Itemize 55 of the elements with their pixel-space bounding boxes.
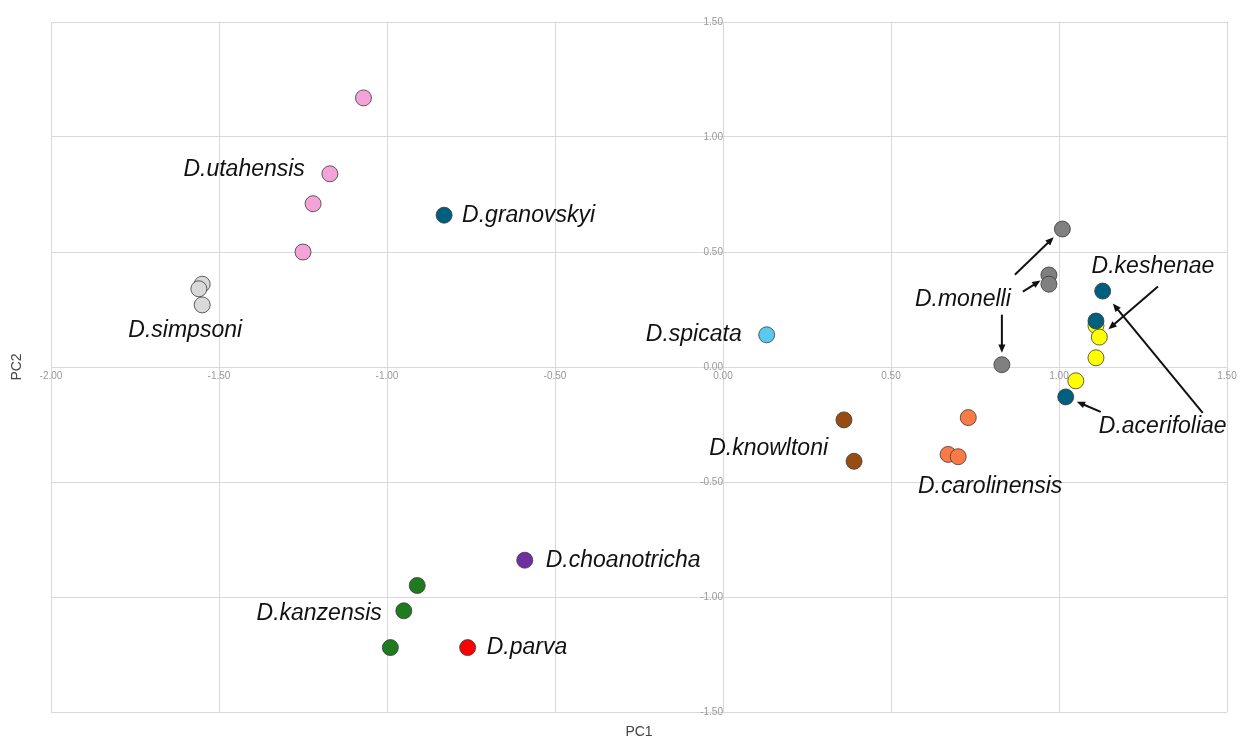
series-label: D.carolinensis	[917, 471, 1063, 498]
x-tick-label: 1.50	[1217, 369, 1238, 381]
point	[190, 280, 208, 298]
series-label: D.utahensis	[183, 155, 306, 182]
point	[949, 448, 967, 466]
x-tick-label: 1.00	[1049, 369, 1070, 381]
x-tick-label: 0.00	[713, 369, 734, 381]
point	[516, 551, 534, 569]
point	[1057, 388, 1075, 406]
point	[1053, 220, 1071, 238]
series-label: D.spicata	[645, 320, 742, 347]
point	[321, 165, 339, 183]
series-label: D.keshenae	[1091, 251, 1215, 278]
point	[193, 296, 211, 314]
point	[459, 639, 477, 656]
point	[381, 639, 399, 656]
y-tick-label: -0.50	[700, 475, 724, 487]
y-axis-title: PC2	[7, 353, 24, 381]
y-tick-label: 0.50	[703, 245, 724, 257]
series-label: D.simpsoni	[128, 316, 243, 343]
point	[1067, 372, 1085, 390]
point	[1090, 328, 1108, 346]
y-tick-label: 0.00	[703, 360, 724, 372]
point	[304, 195, 322, 213]
point	[395, 602, 413, 620]
series-label: D.knowltoni	[709, 433, 829, 460]
y-tick-label: -1.50	[700, 705, 724, 717]
point	[1094, 282, 1112, 300]
series-label: D.kanzensis	[256, 599, 383, 626]
series-label: D.granovskyi	[462, 200, 596, 227]
point	[294, 243, 312, 261]
x-tick-label: -1.00	[375, 369, 399, 381]
y-tick-label: 1.50	[703, 15, 724, 27]
point	[1087, 312, 1105, 330]
series-label: D.parva	[486, 632, 568, 659]
series-label: D.choanotricha	[545, 545, 701, 572]
point	[1040, 275, 1058, 293]
x-tick-label: -1.50	[207, 369, 231, 381]
point	[1087, 349, 1105, 367]
y-tick-label: 1.00	[703, 130, 724, 142]
point	[845, 452, 863, 470]
x-tick-label: -2.00	[39, 369, 63, 381]
point	[993, 356, 1011, 374]
series-label: D.monelli	[914, 285, 1012, 312]
x-tick-label: -0.50	[543, 369, 567, 381]
point	[408, 577, 426, 594]
point	[435, 206, 453, 224]
y-tick-label: -1.00	[700, 590, 724, 602]
point	[355, 89, 372, 107]
point	[959, 409, 977, 426]
point	[835, 411, 853, 429]
x-axis-title: PC1	[625, 722, 653, 739]
x-tick-label: 0.50	[881, 369, 902, 381]
point	[758, 326, 776, 344]
series-label: D.acerifoliae	[1098, 412, 1227, 439]
